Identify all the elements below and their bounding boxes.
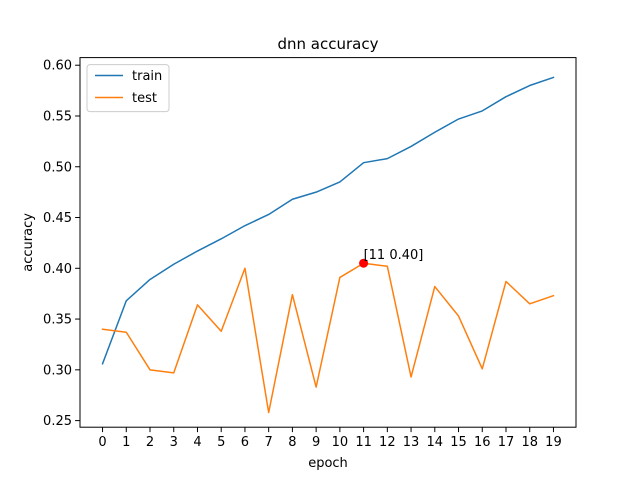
y-tick-label: 0.30 [43,363,72,378]
x-tick-label: 1 [122,435,130,450]
x-tick-label: 7 [265,435,273,450]
x-tick-label: 18 [521,435,538,450]
x-tick-label: 12 [379,435,396,450]
x-tick-label: 14 [427,435,444,450]
plot-frame [79,57,577,428]
x-axis-label: epoch [308,456,348,471]
y-tick-label: 0.50 [43,160,72,175]
x-tick-label: 19 [545,435,562,450]
series-line-test [101,262,555,414]
x-tick-label: 13 [403,435,420,450]
chart-title: dnn accuracy [278,35,379,53]
x-tick-label: 15 [450,435,467,450]
y-axis-label: accuracy [21,213,36,272]
x-tick-label: 0 [98,435,106,450]
plot-lines [101,76,555,414]
y-tick-label: 0.55 [43,109,72,124]
x-tick-label: 8 [288,435,296,450]
legend-test-label: test [132,91,157,106]
annotation-label: [11 0.40] [364,248,424,263]
x-tick-label: 6 [241,435,249,450]
x-tick-label: 5 [217,435,225,450]
x-tick-label: 3 [170,435,178,450]
legend-box [86,64,170,113]
y-tick-label: 0.45 [43,211,72,226]
x-tick-label: 4 [193,435,201,450]
y-axis-ticks: 0.25 0.30 0.35 0.40 0.45 0.50 0.55 0.60 [43,59,80,429]
x-tick-label: 10 [332,435,349,450]
x-tick-label: 11 [355,435,372,450]
legend: train test [86,64,170,113]
x-axis-ticks: 0 1 2 3 4 5 6 7 8 9 10 11 12 13 14 15 16 17 18 19 [98,427,562,450]
legend-train-label: train [132,69,162,84]
y-tick-label: 0.25 [43,414,72,429]
annotation-layer: [11 0.40] [359,248,423,268]
x-tick-label: 9 [312,435,320,450]
y-tick-label: 0.60 [43,59,72,74]
series-line-train [101,76,555,365]
x-tick-label: 2 [146,435,154,450]
y-tick-label: 0.40 [43,262,72,277]
y-tick-label: 0.35 [43,313,72,328]
x-tick-label: 16 [474,435,491,450]
annotation-marker [359,258,369,268]
x-tick-label: 17 [498,435,515,450]
